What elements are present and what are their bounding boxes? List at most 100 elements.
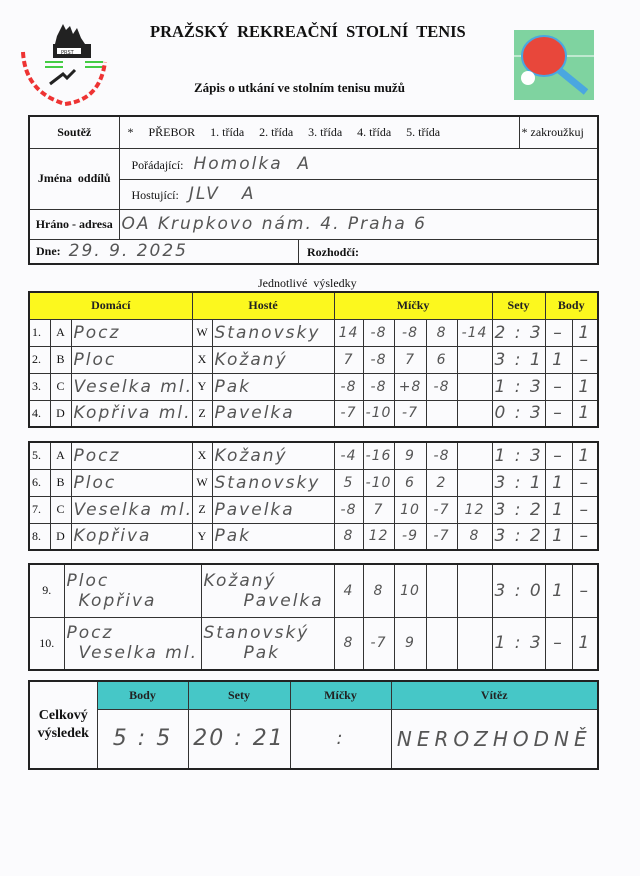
ball-score[interactable]: -8	[333, 372, 364, 401]
host-club-field[interactable]: Pořádající: Homolka A	[118, 147, 599, 180]
away-player[interactable]: Pak	[211, 522, 335, 551]
ball-score[interactable]: 9	[393, 441, 427, 470]
ball-score[interactable]	[456, 399, 493, 428]
ball-score[interactable]: -8	[333, 495, 364, 524]
home-points[interactable]: –	[544, 441, 573, 470]
ball-score[interactable]: -7	[425, 522, 458, 551]
sets-score[interactable]: 3 : 1	[491, 345, 546, 374]
home-points[interactable]: 1	[544, 468, 573, 497]
sets-score[interactable]: 2 : 3	[491, 318, 546, 347]
date-field[interactable]: Dne: 29. 9. 2025	[30, 239, 299, 263]
away-player[interactable]: Kožaný	[211, 345, 335, 374]
referee-field[interactable]: Rozhodčí:	[299, 241, 359, 261]
home-points[interactable]: 1	[544, 563, 573, 618]
away-pair[interactable]: Kožaný Pavelka	[200, 563, 335, 618]
ball-score[interactable]	[425, 616, 458, 671]
away-points[interactable]: 1	[571, 318, 599, 347]
home-pair[interactable]: Ploc Kopřiva	[63, 563, 202, 618]
ball-score[interactable]	[456, 468, 493, 497]
home-points[interactable]: 1	[544, 522, 573, 551]
ball-score[interactable]: 6	[425, 345, 458, 374]
home-player[interactable]: Kopřiva	[70, 522, 193, 551]
sets-score[interactable]: 3 : 2	[491, 495, 546, 524]
ball-score[interactable]: 4	[333, 563, 364, 618]
home-player[interactable]: Kopřiva ml.	[70, 399, 193, 428]
away-points[interactable]: –	[571, 563, 599, 618]
away-player[interactable]: Pavelka	[211, 399, 335, 428]
home-player[interactable]: Veselka ml.	[70, 372, 193, 401]
ball-score[interactable]	[456, 345, 493, 374]
ball-score[interactable]: -7	[393, 399, 427, 428]
ball-score[interactable]: 8	[456, 522, 493, 551]
ball-score[interactable]: 5	[333, 468, 364, 497]
ball-score[interactable]: -8	[425, 441, 458, 470]
away-points[interactable]: –	[571, 495, 599, 524]
ball-score[interactable]: -8	[425, 372, 458, 401]
ball-score[interactable]: 8	[333, 616, 364, 671]
ball-score[interactable]: 8	[425, 318, 458, 347]
ball-score[interactable]: 8	[333, 522, 364, 551]
home-player[interactable]: Veselka ml.	[70, 495, 193, 524]
away-points[interactable]: 1	[571, 399, 599, 428]
sets-score[interactable]: 3 : 2	[491, 522, 546, 551]
venue-value[interactable]: OA Krupkovo nám. 4. Praha 6	[118, 208, 599, 240]
away-player[interactable]: Pavelka	[211, 495, 335, 524]
ball-score[interactable]	[456, 441, 493, 470]
away-points[interactable]: 1	[571, 616, 599, 671]
ball-score[interactable]: -8	[362, 318, 395, 347]
ball-score[interactable]: 7	[393, 345, 427, 374]
home-player[interactable]: Ploc	[70, 345, 193, 374]
ball-score[interactable]: -4	[333, 441, 364, 470]
ball-score[interactable]: -10	[362, 468, 395, 497]
home-points[interactable]: 1	[544, 345, 573, 374]
total-balls-value[interactable]: :	[289, 708, 392, 770]
ball-score[interactable]: 14	[333, 318, 364, 347]
ball-score[interactable]: 7	[362, 495, 395, 524]
away-player[interactable]: Pak	[211, 372, 335, 401]
home-points[interactable]: –	[544, 399, 573, 428]
home-points[interactable]: –	[544, 616, 573, 671]
ball-score[interactable]: -7	[425, 495, 458, 524]
home-player[interactable]: Pocz	[70, 441, 193, 470]
away-pair[interactable]: Stanovský Pak	[200, 616, 335, 671]
sets-score[interactable]: 1 : 3	[491, 616, 546, 671]
away-points[interactable]: –	[571, 345, 599, 374]
ball-score[interactable]: -16	[362, 441, 395, 470]
ball-score[interactable]: -8	[362, 372, 395, 401]
ball-score[interactable]: -9	[393, 522, 427, 551]
away-player[interactable]: Stanovsky	[211, 468, 335, 497]
ball-score[interactable]: +8	[393, 372, 427, 401]
sets-score[interactable]: 3 : 1	[491, 468, 546, 497]
sets-score[interactable]: 0 : 3	[491, 399, 546, 428]
ball-score[interactable]: 8	[362, 563, 395, 618]
sets-score[interactable]: 1 : 3	[491, 372, 546, 401]
total-points-value[interactable]: 5 : 5	[96, 708, 189, 770]
ball-score[interactable]	[425, 399, 458, 428]
home-pair[interactable]: Pocz Veselka ml.	[63, 616, 202, 671]
ball-score[interactable]: 12	[362, 522, 395, 551]
ball-score[interactable]	[456, 616, 493, 671]
ball-score[interactable]: 10	[393, 495, 427, 524]
ball-score[interactable]: -8	[362, 345, 395, 374]
ball-score[interactable]	[425, 563, 458, 618]
away-points[interactable]: –	[571, 468, 599, 497]
total-sets-value[interactable]: 20 : 21	[187, 708, 291, 770]
away-player[interactable]: Kožaný	[211, 441, 335, 470]
away-points[interactable]: –	[571, 522, 599, 551]
ball-score[interactable]: -8	[393, 318, 427, 347]
ball-score[interactable]: 10	[393, 563, 427, 618]
sets-score[interactable]: 3 : 0	[491, 563, 546, 618]
home-points[interactable]: 1	[544, 495, 573, 524]
ball-score[interactable]	[456, 372, 493, 401]
ball-score[interactable]: -10	[362, 399, 395, 428]
winner-value[interactable]: NEROZHODNĚ	[390, 708, 599, 770]
ball-score[interactable]	[456, 563, 493, 618]
away-player[interactable]: Stanovsky	[211, 318, 335, 347]
home-points[interactable]: –	[544, 318, 573, 347]
home-points[interactable]: –	[544, 372, 573, 401]
guest-club-field[interactable]: Hostující: JLV A	[118, 178, 599, 210]
away-points[interactable]: 1	[571, 441, 599, 470]
ball-score[interactable]: 12	[456, 495, 493, 524]
home-player[interactable]: Ploc	[70, 468, 193, 497]
ball-score[interactable]: -14	[456, 318, 493, 347]
